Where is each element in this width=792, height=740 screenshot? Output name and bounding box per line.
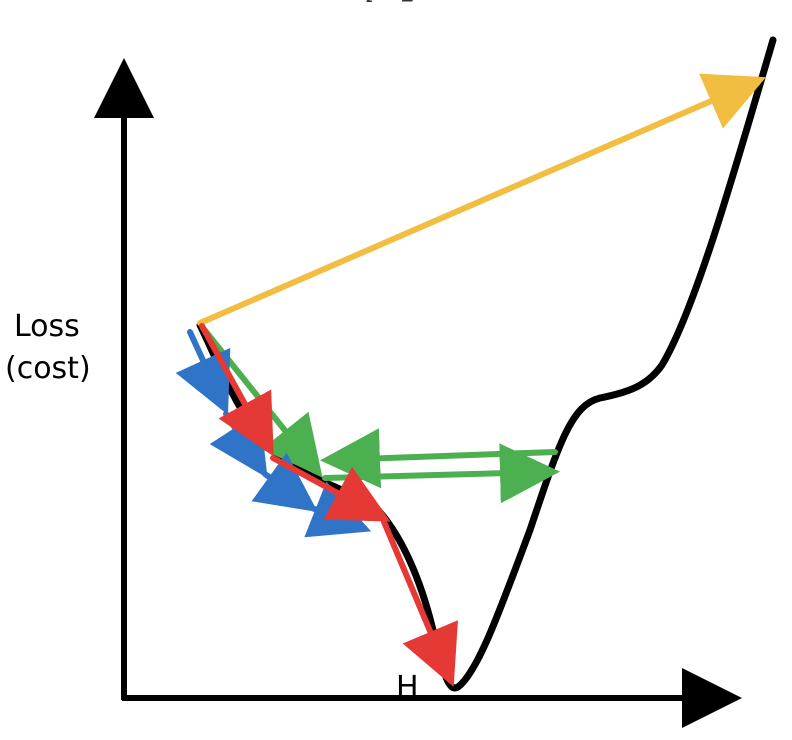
green-arrow-left (320, 428, 558, 489)
blue-arrow-1 (175, 329, 231, 415)
y-axis-label-line2: (cost) (5, 351, 91, 386)
red-arrow-3 (381, 519, 458, 688)
blue-arrow-4 (304, 481, 372, 538)
blue-arrow-3 (251, 452, 318, 513)
loss-curve (196, 36, 777, 692)
red-arrow-2 (270, 455, 391, 522)
red-step-arrows (199, 323, 458, 688)
yellow-step-arrow (197, 73, 767, 326)
green-arrow-right (322, 443, 560, 504)
top-formula: i=1 (365, 0, 419, 10)
minimum-label: H (396, 670, 419, 705)
red-arrow-1 (199, 323, 274, 457)
y-axis-label-line1: Loss (14, 309, 80, 344)
